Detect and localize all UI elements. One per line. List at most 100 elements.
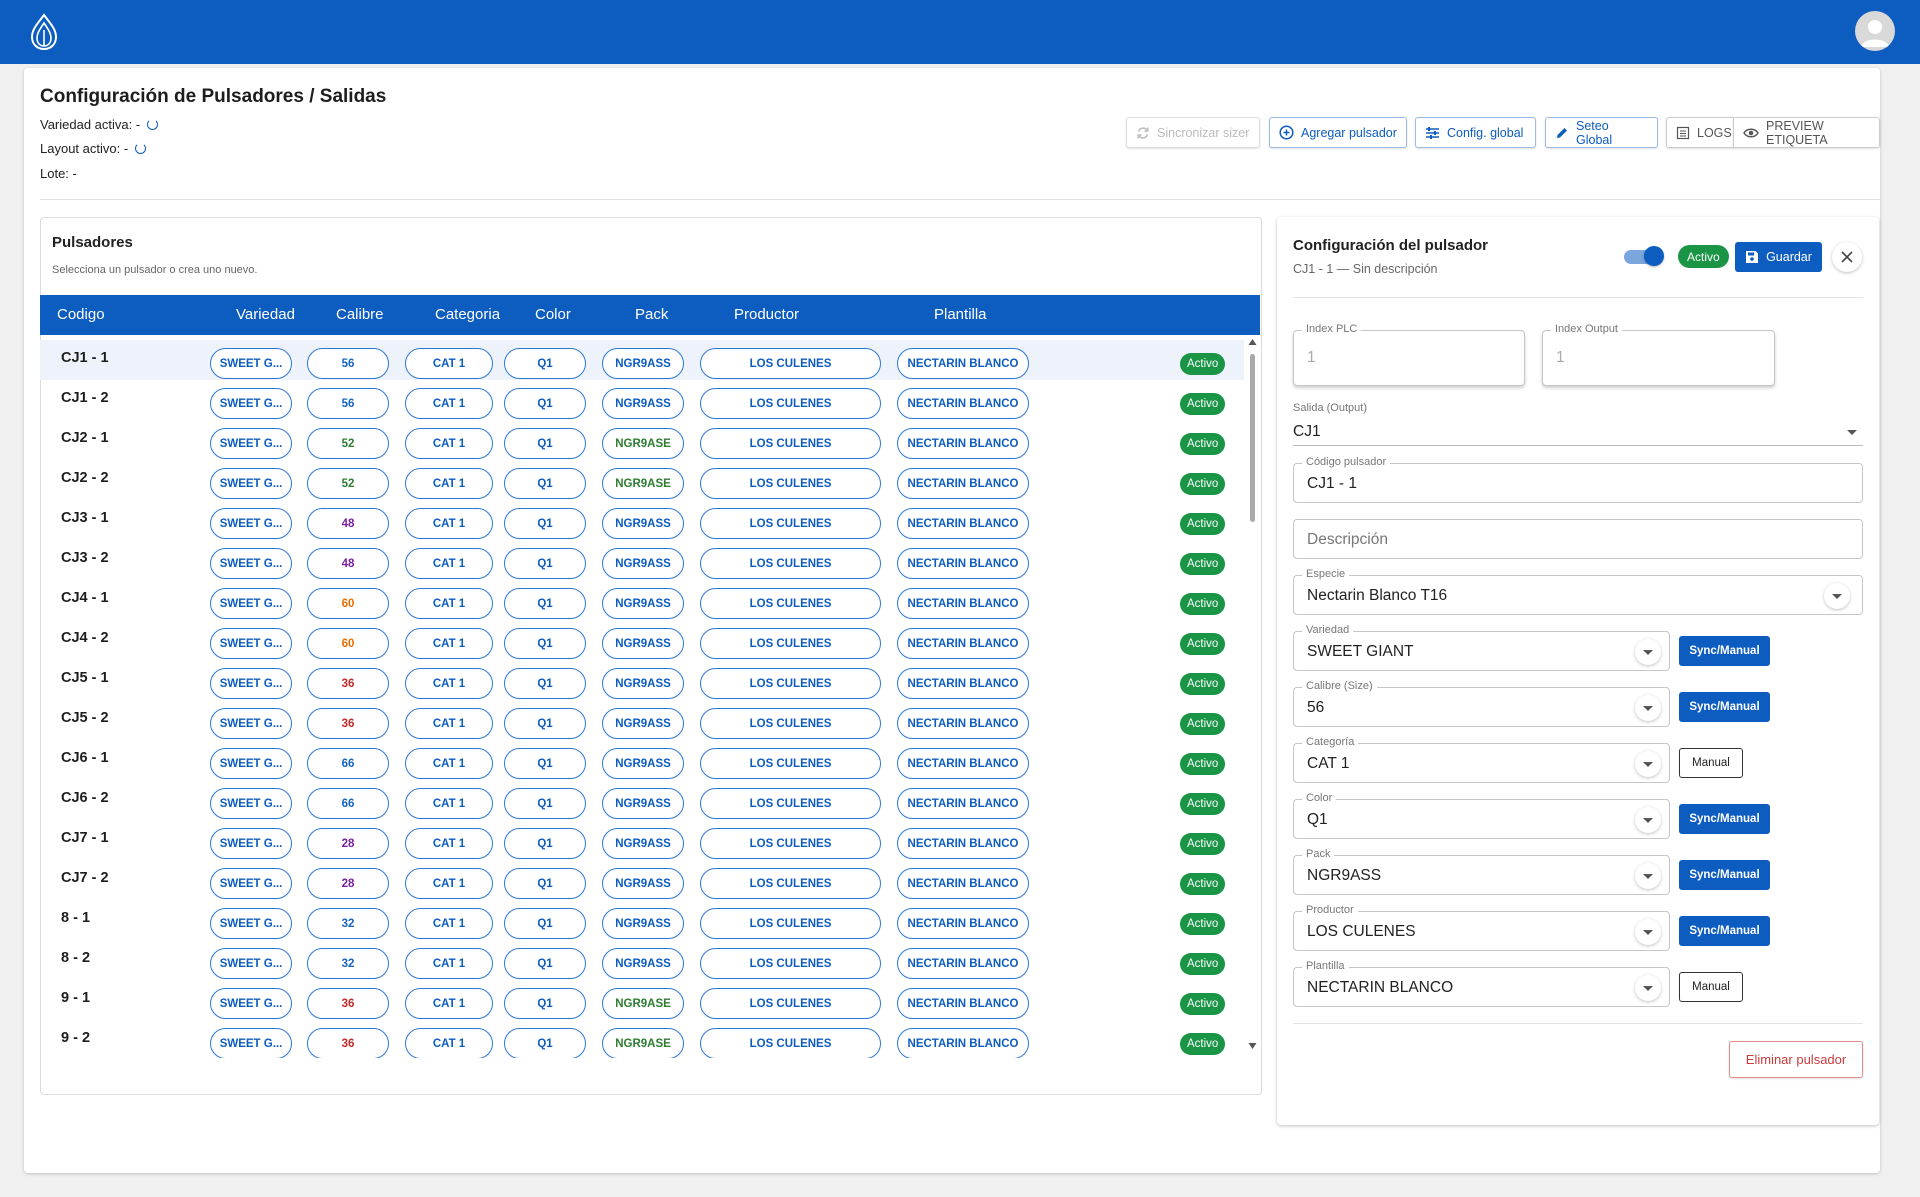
column-header[interactable]: Plantilla <box>934 306 987 323</box>
calibre-chip[interactable]: 32 <box>307 948 389 979</box>
table-row[interactable]: 9 - 1 SWEET G... 36 CAT 1 Q1 NGR9ASE LOS CULEN… <box>40 980 1244 1020</box>
categoria-chip[interactable]: CAT 1 <box>405 708 493 739</box>
table-row[interactable]: 8 - 1 SWEET G... 32 CAT 1 Q1 NGR9ASS LOS CULEN… <box>40 900 1244 940</box>
variedad-chevron-down-icon[interactable] <box>1635 639 1661 665</box>
productor-chip[interactable]: LOS CULENES <box>700 1028 881 1058</box>
color-chip[interactable]: Q1 <box>504 588 586 619</box>
color-chip[interactable]: Q1 <box>504 868 586 899</box>
variedad-chip[interactable]: SWEET G... <box>210 988 292 1019</box>
plantilla-chip[interactable]: NECTARIN BLANCO <box>897 348 1029 379</box>
plantilla-chip[interactable]: NECTARIN BLANCO <box>897 428 1029 459</box>
plantilla-chip[interactable]: NECTARIN BLANCO <box>897 988 1029 1019</box>
variedad-chip[interactable]: SWEET G... <box>210 1028 292 1058</box>
variedad-chip[interactable]: SWEET G... <box>210 708 292 739</box>
plantilla-chip[interactable]: NECTARIN BLANCO <box>897 508 1029 539</box>
pack-chip[interactable]: NGR9ASS <box>602 868 684 899</box>
color-chip[interactable]: Q1 <box>504 788 586 819</box>
calibre-size-select[interactable]: Calibre (Size) 56 <box>1293 680 1670 727</box>
pack-chip[interactable]: NGR9ASE <box>602 468 684 499</box>
calibre-chip[interactable]: 36 <box>307 668 389 699</box>
categor-a-chevron-down-icon[interactable] <box>1635 751 1661 777</box>
productor-chip[interactable]: LOS CULENES <box>700 948 881 979</box>
variedad-chip[interactable]: SWEET G... <box>210 628 292 659</box>
plantilla-chip[interactable]: NECTARIN BLANCO <box>897 668 1029 699</box>
active-toggle[interactable] <box>1624 246 1664 266</box>
plantilla-chevron-down-icon[interactable] <box>1635 975 1661 1001</box>
variedad-select[interactable]: Variedad SWEET GIANT <box>1293 624 1670 671</box>
column-header[interactable]: Pack <box>635 306 669 323</box>
table-scrollbar[interactable] <box>1247 338 1257 1058</box>
productor-chip[interactable]: LOS CULENES <box>700 828 881 859</box>
scrollbar-thumb[interactable] <box>1250 354 1255 522</box>
color-mode-button[interactable]: Sync/Manual <box>1679 804 1770 834</box>
plantilla-chip[interactable]: NECTARIN BLANCO <box>897 788 1029 819</box>
categoria-chip[interactable]: CAT 1 <box>405 948 493 979</box>
productor-chip[interactable]: LOS CULENES <box>700 908 881 939</box>
table-row[interactable]: 9 - 2 SWEET G... 36 CAT 1 Q1 NGR9ASE LOS CULEN… <box>40 1020 1244 1058</box>
pack-chip[interactable]: NGR9ASS <box>602 388 684 419</box>
logs-button[interactable]: LOGS <box>1666 117 1734 148</box>
plantilla-chip[interactable]: NECTARIN BLANCO <box>897 388 1029 419</box>
pack-chip[interactable]: NGR9ASS <box>602 508 684 539</box>
especie-select[interactable]: Especie Nectarin Blanco T16 <box>1293 568 1863 615</box>
categoria-chip[interactable]: CAT 1 <box>405 908 493 939</box>
categoria-chip[interactable]: CAT 1 <box>405 628 493 659</box>
table-row[interactable]: 8 - 2 SWEET G... 32 CAT 1 Q1 NGR9ASS LOS CULEN… <box>40 940 1244 980</box>
calibre-size-mode-button[interactable]: Sync/Manual <box>1679 692 1770 722</box>
calibre-chip[interactable]: 60 <box>307 628 389 659</box>
categoria-chip[interactable]: CAT 1 <box>405 508 493 539</box>
productor-chip[interactable]: LOS CULENES <box>700 708 881 739</box>
close-button[interactable] <box>1832 242 1862 272</box>
calibre-chip[interactable]: 36 <box>307 1028 389 1058</box>
categor-a-select[interactable]: Categoría CAT 1 <box>1293 736 1670 783</box>
categoria-chip[interactable]: CAT 1 <box>405 788 493 819</box>
variedad-chip[interactable]: SWEET G... <box>210 388 292 419</box>
descripcion-field[interactable]: Descripción <box>1293 519 1863 559</box>
calibre-chip[interactable]: 32 <box>307 908 389 939</box>
categoria-chip[interactable]: CAT 1 <box>405 668 493 699</box>
color-chip[interactable]: Q1 <box>504 628 586 659</box>
color-chip[interactable]: Q1 <box>504 948 586 979</box>
color-chip[interactable]: Q1 <box>504 428 586 459</box>
categoria-chip[interactable]: CAT 1 <box>405 428 493 459</box>
calibre-chip[interactable]: 36 <box>307 708 389 739</box>
calibre-chip[interactable]: 52 <box>307 428 389 459</box>
column-header[interactable]: Color <box>535 306 571 323</box>
pack-chip[interactable]: NGR9ASS <box>602 708 684 739</box>
productor-chip[interactable]: LOS CULENES <box>700 788 881 819</box>
pack-chip[interactable]: NGR9ASS <box>602 948 684 979</box>
plantilla-chip[interactable]: NECTARIN BLANCO <box>897 748 1029 779</box>
productor-chip[interactable]: LOS CULENES <box>700 388 881 419</box>
table-row[interactable]: CJ5 - 2 SWEET G... 36 CAT 1 Q1 NGR9ASS LOS CUL… <box>40 700 1244 740</box>
productor-chip[interactable]: LOS CULENES <box>700 988 881 1019</box>
table-row[interactable]: CJ1 - 2 SWEET G... 56 CAT 1 Q1 NGR9ASS LOS CUL… <box>40 380 1244 420</box>
app-logo-icon[interactable] <box>26 13 62 51</box>
color-chip[interactable]: Q1 <box>504 468 586 499</box>
pack-chip[interactable]: NGR9ASE <box>602 1028 684 1058</box>
productor-chip[interactable]: LOS CULENES <box>700 428 881 459</box>
color-select[interactable]: Color Q1 <box>1293 792 1670 839</box>
plantilla-chip[interactable]: NECTARIN BLANCO <box>897 868 1029 899</box>
index-plc-field[interactable]: Index PLC 1 <box>1293 323 1525 386</box>
plantilla-chip[interactable]: NECTARIN BLANCO <box>897 468 1029 499</box>
table-row[interactable]: CJ4 - 1 SWEET G... 60 CAT 1 Q1 NGR9ASS LOS CUL… <box>40 580 1244 620</box>
categoria-chip[interactable]: CAT 1 <box>405 988 493 1019</box>
calibre-chip[interactable]: 66 <box>307 748 389 779</box>
calibre-chip[interactable]: 48 <box>307 508 389 539</box>
variedad-chip[interactable]: SWEET G... <box>210 508 292 539</box>
pack-chip[interactable]: NGR9ASE <box>602 428 684 459</box>
variedad-chip[interactable]: SWEET G... <box>210 468 292 499</box>
calibre-chip[interactable]: 28 <box>307 828 389 859</box>
categoria-chip[interactable]: CAT 1 <box>405 868 493 899</box>
variedad-chip[interactable]: SWEET G... <box>210 348 292 379</box>
variedad-chip[interactable]: SWEET G... <box>210 868 292 899</box>
color-chip[interactable]: Q1 <box>504 668 586 699</box>
productor-chip[interactable]: LOS CULENES <box>700 588 881 619</box>
plantilla-chip[interactable]: NECTARIN BLANCO <box>897 588 1029 619</box>
table-row[interactable]: CJ2 - 1 SWEET G... 52 CAT 1 Q1 NGR9ASE LOS CUL… <box>40 420 1244 460</box>
calibre-size-chevron-down-icon[interactable] <box>1635 695 1661 721</box>
user-avatar-icon[interactable] <box>1855 11 1895 51</box>
categoria-chip[interactable]: CAT 1 <box>405 828 493 859</box>
categoria-chip[interactable]: CAT 1 <box>405 468 493 499</box>
color-chip[interactable]: Q1 <box>504 388 586 419</box>
